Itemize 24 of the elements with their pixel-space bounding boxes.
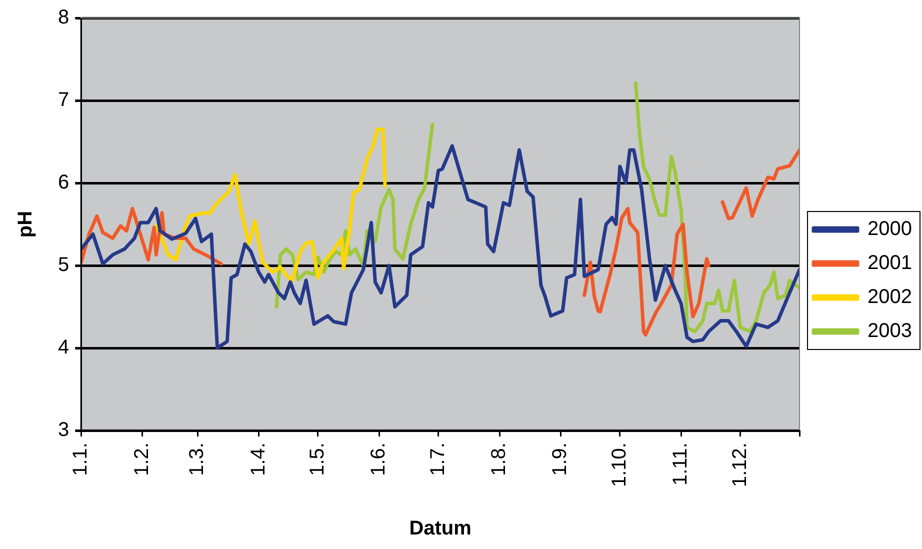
y-tick-label: 5	[58, 254, 70, 276]
y-tick-label: 4	[58, 336, 70, 359]
x-tick-label: 1.10.	[608, 442, 630, 487]
y-tick-label: 8	[58, 6, 70, 29]
y-tick-label: 7	[58, 89, 70, 112]
legend-label: 2002	[868, 286, 912, 308]
x-tick-label: 1.5.	[306, 442, 328, 476]
x-tick-label: 1.8.	[488, 442, 510, 476]
y-tick-label: 6	[58, 172, 70, 194]
x-tick-label: 1.6.	[368, 442, 390, 476]
x-tick-label: 1.9.	[549, 442, 572, 476]
y-axis-title: pH	[14, 210, 37, 238]
x-axis-title: Datum	[409, 518, 472, 540]
x-tick-label: 1.2.	[130, 442, 153, 476]
x-tick-label: 1.7.	[426, 442, 449, 476]
x-tick-label: 1.4.	[247, 442, 270, 476]
legend-label: 2001	[868, 252, 912, 274]
x-tick-label: 1.12.	[728, 442, 751, 487]
x-tick-label: 1.11.	[670, 442, 692, 486]
legend-label: 2000	[868, 218, 912, 240]
legend-label: 2003	[868, 320, 912, 342]
x-tick-label: 1.3.	[186, 442, 208, 476]
y-tick-label: 3	[58, 419, 70, 442]
x-tick-label: 1.1.	[70, 442, 92, 476]
